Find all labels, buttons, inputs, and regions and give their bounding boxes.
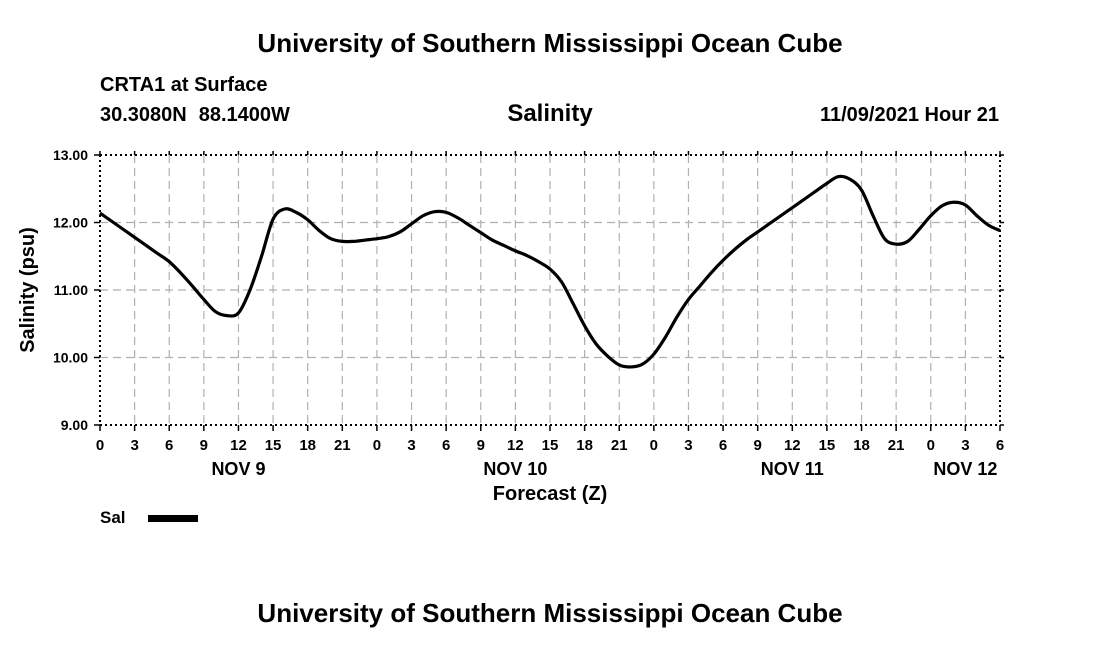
- x-tick-label: 21: [334, 437, 351, 454]
- x-tick-label: 6: [165, 437, 173, 454]
- x-tick-label: 3: [684, 437, 692, 454]
- y-tick-label: 9.00: [61, 417, 88, 433]
- station-name: CRTA1 at Surface: [100, 74, 268, 96]
- x-tick-label: 0: [650, 437, 658, 454]
- x-tick-label: 6: [442, 437, 450, 454]
- x-tick-label: 9: [200, 437, 208, 454]
- y-tick-label: 10.00: [53, 350, 88, 366]
- date-label: NOV 9: [211, 459, 265, 479]
- date-label: NOV 11: [761, 459, 824, 479]
- y-tick-label: 12.00: [53, 215, 88, 231]
- x-tick-label: 18: [853, 437, 870, 454]
- x-tick-label: 12: [507, 437, 524, 454]
- x-tick-label: 0: [373, 437, 381, 454]
- latitude: 30.3080N: [100, 104, 187, 126]
- x-tick-label: 21: [888, 437, 905, 454]
- y-tick-label: 11.00: [54, 282, 88, 298]
- x-tick-label: 18: [299, 437, 316, 454]
- series-line-sal: [99, 174, 1001, 369]
- forecast-timestamp: 11/09/2021 Hour 21: [819, 104, 999, 126]
- x-tick-label: 12: [230, 437, 247, 454]
- x-tick-label: 9: [754, 437, 762, 454]
- longitude: 88.1400W: [198, 104, 290, 126]
- date-label: NOV 12: [933, 459, 997, 479]
- x-axis-title: Forecast (Z): [493, 483, 607, 505]
- x-tick-label: 15: [819, 437, 836, 454]
- chart-title: Salinity: [507, 100, 593, 127]
- x-tick-label: 6: [719, 437, 727, 454]
- x-tick-label: 0: [927, 437, 935, 454]
- footer-title: University of Southern Mississippi Ocean…: [257, 598, 843, 628]
- x-tick-label: 6: [996, 437, 1004, 454]
- date-label: NOV 10: [483, 459, 547, 479]
- legend-line-swatch: [147, 514, 198, 522]
- legend-label: Sal: [100, 508, 126, 527]
- x-tick-label: 15: [265, 437, 282, 454]
- x-tick-label: 3: [407, 437, 415, 454]
- x-tick-label: 18: [576, 437, 593, 454]
- x-tick-label: 21: [611, 437, 628, 454]
- x-tick-label: 15: [542, 437, 559, 454]
- x-tick-label: 9: [477, 437, 485, 454]
- legend: Sal: [100, 508, 198, 528]
- x-tick-label: 12: [784, 437, 801, 454]
- y-axis-title: Salinity (psu): [17, 227, 39, 353]
- x-tick-label: 0: [96, 437, 104, 454]
- x-tick-label: 3: [130, 437, 138, 454]
- x-tick-label: 3: [961, 437, 969, 454]
- page-title: University of Southern Mississippi Ocean…: [257, 28, 843, 58]
- y-tick-label: 13.00: [53, 147, 88, 163]
- station-coordinates: 30.3080N 88.1400W: [100, 104, 290, 127]
